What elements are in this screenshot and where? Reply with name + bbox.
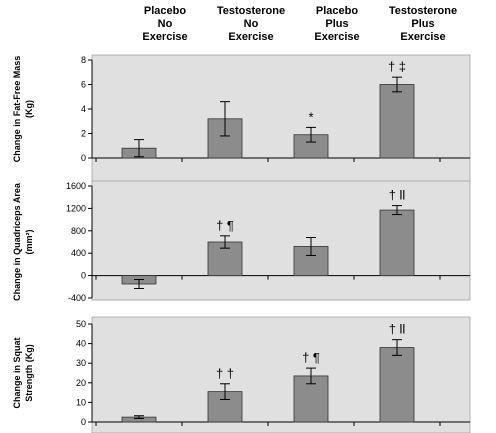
annotation: † ¶ xyxy=(302,350,320,365)
column-header: Testosterone xyxy=(217,5,285,17)
bar xyxy=(379,209,415,276)
y-tick-label: 50 xyxy=(76,319,86,329)
y-axis-label: Change in Quadriceps Area xyxy=(12,182,22,301)
y-tick-label: 0 xyxy=(81,417,86,427)
column-header: No xyxy=(244,18,259,30)
column-header: Plus xyxy=(411,18,434,30)
y-axis-label: Change in Fat-Free Mass xyxy=(12,56,22,163)
y-tick-label: 20 xyxy=(76,378,86,388)
y-tick-label: 1600 xyxy=(66,181,86,191)
y-tick-label: 0 xyxy=(81,153,86,163)
y-tick-label: 2 xyxy=(81,129,86,139)
column-header: Placebo xyxy=(316,5,358,17)
y-tick-label: 40 xyxy=(76,339,86,349)
column-header: Exercise xyxy=(400,31,445,43)
y-tick-label: 30 xyxy=(76,358,86,368)
column-header: Exercise xyxy=(228,31,273,43)
y-tick-label: 8 xyxy=(81,55,86,65)
y-tick-label: 10 xyxy=(76,397,86,407)
y-axis-label: (mm²) xyxy=(24,230,34,255)
y-axis-label: Change in Squat xyxy=(12,337,22,408)
annotation: † ll xyxy=(389,188,406,203)
y-tick-label: 400 xyxy=(71,248,86,258)
bar xyxy=(379,347,415,423)
y-tick-label: 800 xyxy=(71,226,86,236)
column-header: Testosterone xyxy=(389,5,457,17)
annotation: † ll xyxy=(389,322,406,337)
bar xyxy=(207,391,243,423)
y-tick-label: -400 xyxy=(68,293,86,303)
annotation: † ¶ xyxy=(216,218,234,233)
y-tick-label: 1200 xyxy=(66,203,86,213)
y-axis-label: (Kg) xyxy=(24,100,34,118)
column-header: No xyxy=(158,18,173,30)
column-header: Exercise xyxy=(142,31,187,43)
annotation: † ‡ xyxy=(388,59,406,74)
y-tick-label: 6 xyxy=(81,80,86,90)
annotation: † † xyxy=(216,366,234,381)
column-header: Placebo xyxy=(144,5,186,17)
column-header: Plus xyxy=(325,18,348,30)
y-tick-label: 0 xyxy=(81,271,86,281)
y-axis-label: Strength (Kg) xyxy=(24,344,34,402)
annotation: * xyxy=(308,109,313,124)
y-tick-label: 4 xyxy=(81,104,86,114)
column-header: Exercise xyxy=(314,31,359,43)
bar xyxy=(379,84,415,159)
